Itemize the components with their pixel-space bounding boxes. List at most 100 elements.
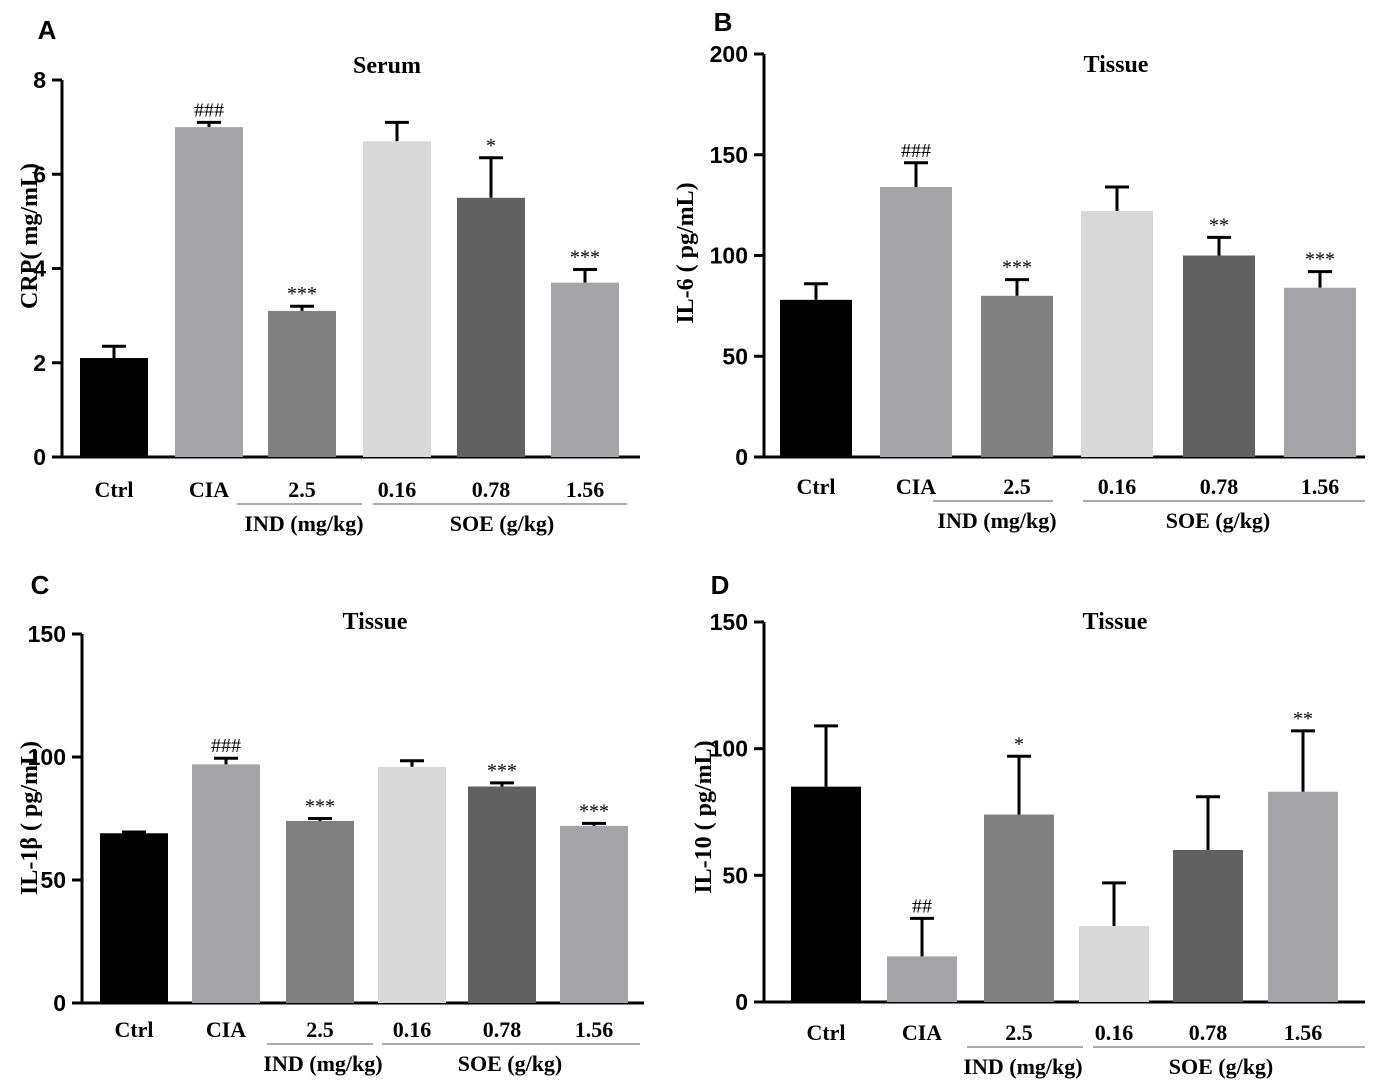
bar-cia [192,764,260,1003]
bar-2-5 [981,295,1053,457]
chart-title: Tissue [1083,609,1148,635]
significance-marker: *** [1305,249,1335,271]
x-tick-label: 1.56 [575,1017,614,1042]
y-tick-label: 0 [735,989,748,1015]
bar-cia [880,186,952,458]
x-tick-label: 2.5 [306,1017,334,1042]
x-tick-label: Ctrl [114,1017,153,1042]
panel-letter: B [714,7,733,37]
bar-1-56 [560,825,628,1003]
significance-marker: * [1014,733,1024,755]
bar-0-16 [1081,211,1153,457]
x-tick-label: 0.78 [1189,1020,1228,1045]
group-label: IND (mg/kg) [937,508,1056,533]
significance-marker: *** [579,800,609,822]
x-tick-label: CIA [206,1017,246,1042]
y-axis-label: IL-10 ( pg/mL) [691,740,717,893]
panel-c: C Tissue IL-1β ( pg/mL) 0 50 100 150 Ctrl ### CIA… [17,570,644,1076]
y-tick-label: 8 [33,67,46,93]
group-label: IND (mg/kg) [244,511,363,536]
x-tick-label: CIA [189,477,229,502]
x-tick-label: 0.16 [378,477,417,502]
y-tick-label: 100 [710,243,748,269]
y-tick-label: 150 [710,142,748,168]
panel-letter: D [711,570,730,600]
y-tick-label: 50 [722,862,748,888]
significance-marker: *** [570,246,600,268]
group-label: SOE (g/kg) [1166,508,1271,533]
y-tick-label: 100 [28,744,66,770]
x-tick-label: 0.16 [1098,474,1137,499]
significance-marker: *** [287,283,317,305]
x-tick-label: Ctrl [94,477,133,502]
bar-ctrl [791,786,861,1002]
y-tick-label: 150 [28,621,66,647]
y-tick-label: 6 [33,161,46,187]
y-axis-label: IL-1β ( pg/mL) [17,741,43,895]
x-tick-label: 1.56 [1301,474,1340,499]
bar-2-5 [286,820,354,1003]
bar-ctrl [100,833,168,1003]
panel-letter: C [31,570,50,600]
x-tick-label: 0.78 [1200,474,1239,499]
x-tick-label: 2.5 [288,477,316,502]
bar-1-56 [1268,791,1338,1002]
bar-1-56 [551,282,619,457]
chart-title: Tissue [343,609,408,635]
significance-marker: ** [1209,214,1229,236]
y-tick-label: 50 [40,867,66,893]
x-tick-label: CIA [902,1020,942,1045]
bar-0-16 [1079,926,1149,1002]
x-tick-label: Ctrl [806,1020,845,1045]
significance-marker: *** [1002,257,1032,279]
x-tick-label: 0.16 [393,1017,432,1042]
chart-title: Tissue [1084,52,1149,78]
y-tick-label: 200 [710,41,748,67]
group-label: IND (mg/kg) [263,1051,382,1076]
bar-ctrl [80,358,148,457]
panel-letter: A [38,15,57,45]
x-tick-label: 2.5 [1005,1020,1033,1045]
panel-d: D Tissue IL-10 ( pg/mL) 0 50 100 150 Ctrl ## CIA *… [691,570,1365,1079]
significance-marker: *** [305,796,335,818]
bar-0-78 [1183,255,1255,457]
bar-cia [887,956,957,1002]
bar-0-16 [378,766,446,1003]
y-tick-label: 0 [53,990,66,1016]
bar-2-5 [984,814,1054,1002]
significance-marker: ### [194,99,224,121]
y-tick-label: 0 [735,444,748,470]
x-tick-label: 2.5 [1003,474,1031,499]
significance-marker: ### [901,140,931,162]
x-tick-label: 0.78 [483,1017,522,1042]
x-tick-label: CIA [896,474,936,499]
significance-marker: ### [211,735,241,757]
bar-0-16 [363,141,431,457]
panel-a: A Serum CRP( mg/mL) 0 2 4 6 8 Ctrl ### CIA *** 2.5 0.… [17,15,640,536]
group-label: IND (mg/kg) [963,1054,1082,1079]
y-tick-label: 2 [33,350,46,376]
bar-0-78 [1173,850,1243,1002]
significance-marker: * [486,135,496,157]
group-label: SOE (g/kg) [1169,1054,1274,1079]
bar-ctrl [780,299,852,457]
x-tick-label: 0.78 [472,477,511,502]
panel-b: B Tissue IL-6 ( pg/mL) 0 50 100 150 200 Ctrl ### C… [673,7,1365,533]
x-tick-label: 1.56 [1284,1020,1323,1045]
y-axis-label: CRP( mg/mL) [17,163,43,309]
bar-0-78 [468,786,536,1003]
group-label: SOE (g/kg) [450,511,555,536]
bar-cia [175,127,243,457]
significance-marker: *** [487,760,517,782]
significance-marker: ## [912,895,932,917]
y-tick-label: 0 [33,444,46,470]
x-tick-label: 1.56 [566,477,605,502]
y-tick-label: 150 [710,609,748,635]
y-tick-label: 100 [710,736,748,762]
bar-1-56 [1284,287,1356,457]
chart-title: Serum [353,53,421,79]
x-tick-label: Ctrl [796,474,835,499]
y-tick-label: 4 [33,256,46,282]
group-label: SOE (g/kg) [458,1051,563,1076]
